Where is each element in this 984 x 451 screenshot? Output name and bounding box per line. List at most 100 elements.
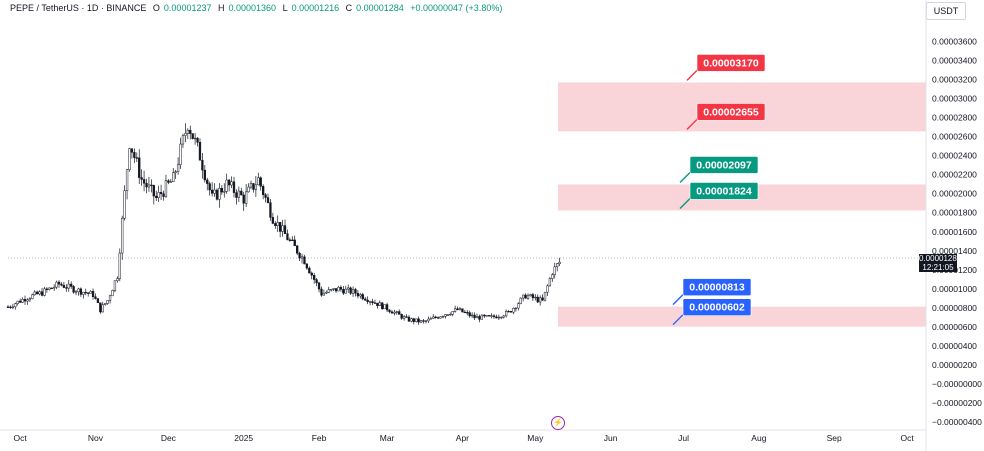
candle [201,153,204,179]
candle-body [264,194,267,198]
candle-body [308,267,311,274]
candle-body [96,298,100,304]
candle-body [322,292,326,296]
candle [249,180,253,190]
price-tag-box [689,182,759,200]
candle-body [354,289,357,294]
symbol-label[interactable]: PEPE / TetherUS · 1D · BINANCE [10,3,147,13]
candle-body [315,279,318,284]
candle-body [339,287,343,290]
candle-body [390,311,394,314]
change-value: +0.00000047 (+3.80%) [410,3,503,13]
candle-body [28,298,32,301]
candle-body [524,294,527,299]
candle-body [14,303,17,308]
candle [512,307,515,315]
price-tick-label: 0.00000200 [932,360,977,370]
candles-layer [6,123,561,325]
candle [539,295,542,306]
candle [196,137,199,147]
chart-legend: PEPE / TetherUS · 1D · BINANCE O 0.000012… [10,3,506,13]
candle [315,278,318,287]
candle [172,167,175,183]
candle-body [53,286,56,289]
candle [6,304,10,308]
candle [458,306,462,311]
candle-body [395,311,398,313]
candle [415,318,418,323]
candle [551,273,554,282]
price-tick-label: 0.00001400 [932,246,977,256]
candle-body [419,320,423,323]
candle-body [206,179,209,184]
candle [410,317,413,323]
candle-body [244,191,248,204]
candle-body [330,289,333,291]
candle [227,178,231,192]
candle-body [101,304,104,313]
candle-body [512,308,515,313]
candle [225,173,228,194]
candle-body [145,182,148,188]
candle-body [128,148,131,170]
candle-body [269,202,272,218]
candle [40,287,44,297]
candle [495,314,498,319]
candle [325,290,328,295]
candle-body [118,252,121,279]
price-tick-label: 0.00003200 [932,75,977,85]
candle [48,287,51,291]
candle [159,184,163,200]
time-tick-label: Aug [751,433,766,443]
candle [485,315,488,317]
candle-body [429,318,432,320]
candle-body [9,306,12,309]
candle-body [121,217,124,254]
time-tick-label: 2025 [234,433,253,443]
time-tick-label: Apr [456,433,469,443]
candle [16,300,19,306]
candle-body [378,302,381,307]
candle [128,147,131,172]
candle-body [344,288,347,294]
candle [162,190,165,201]
lightning-bolt-icon[interactable]: ⚡ [551,416,565,430]
candle [138,149,141,184]
price-tick-label: 0.00001000 [932,284,977,294]
candle-body [368,301,372,303]
price-tag-box [696,103,766,121]
candle [133,148,136,164]
candle [402,314,406,321]
candle-body [31,294,34,299]
candle-body [327,289,330,293]
candle [118,248,121,282]
candle [266,193,270,204]
candle-body [351,289,355,294]
candle-body [405,316,408,318]
candle-body [254,184,258,190]
candle [82,291,85,299]
candle-body [458,308,462,310]
candle [313,272,316,284]
candle-body [492,315,496,318]
candle-body [208,183,211,191]
candle [558,257,561,267]
candle-body [60,283,63,286]
candle-body [546,285,549,293]
price-tag: 0.00001824 [679,182,759,209]
candle [264,192,267,203]
candle-body [21,298,24,303]
candle-body [179,143,182,165]
candle-body [135,157,138,159]
candle [181,133,185,148]
candle [157,185,160,202]
candle-body [288,239,292,241]
close-label: C [345,3,353,13]
candle-body [444,314,447,317]
time-tick-label: Oct [900,433,914,443]
candle-body [26,299,29,302]
candle-body [16,300,19,305]
candle-body [174,171,177,173]
time-tick-label: Nov [88,433,104,443]
